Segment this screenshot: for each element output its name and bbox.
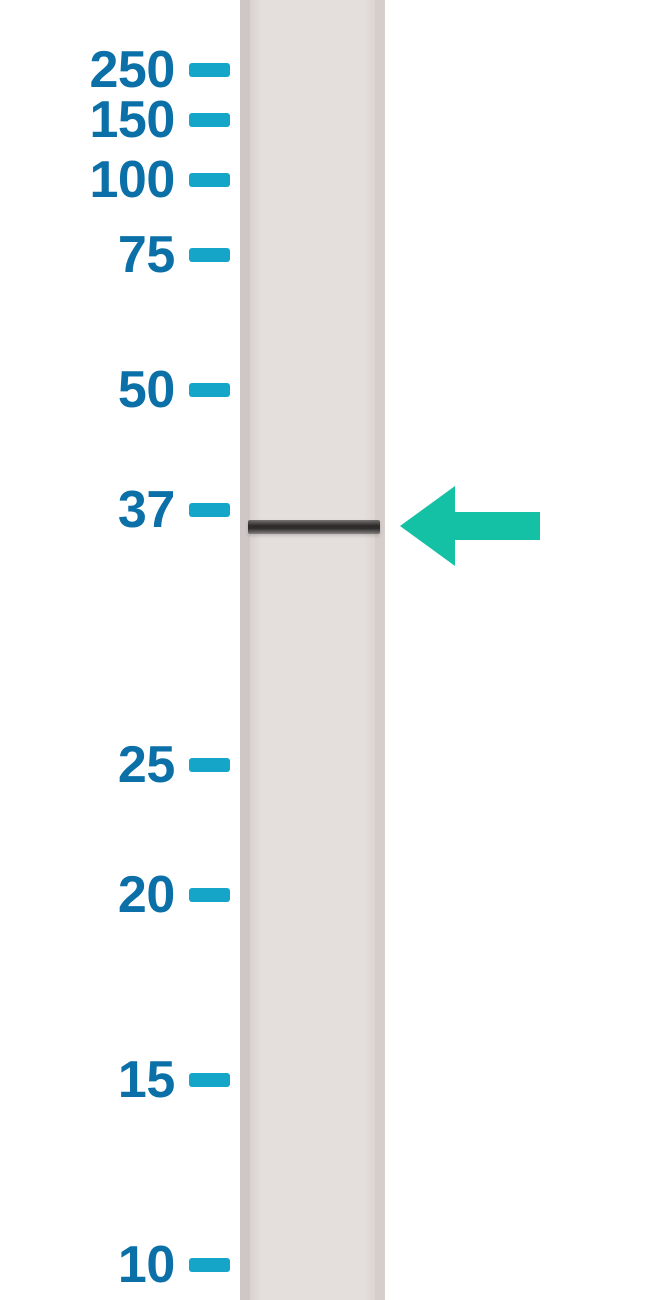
ladder-label: 150 [0,90,175,150]
ladder-label: 100 [0,150,175,210]
lane-edge-right [375,0,385,1300]
ladder-dash [189,1073,230,1087]
ladder-marker-75: 75 [0,229,230,281]
ladder-dash [189,63,230,77]
ladder-label: 50 [0,360,175,420]
ladder-dash [189,1258,230,1272]
ladder-label: 15 [0,1050,175,1110]
ladder-marker-250: 250 [0,44,230,96]
ladder-label: 25 [0,735,175,795]
blot-lane [240,0,385,1300]
western-blot-figure: 25015010075503725201510 [0,0,650,1300]
ladder-marker-20: 20 [0,869,230,921]
lane-edge-left [240,0,250,1300]
ladder-dash [189,113,230,127]
ladder-marker-15: 15 [0,1054,230,1106]
ladder-marker-25: 25 [0,739,230,791]
ladder-dash [189,173,230,187]
ladder-dash [189,888,230,902]
ladder-label: 20 [0,865,175,925]
ladder-label: 37 [0,480,175,540]
ladder-dash [189,383,230,397]
ladder-marker-10: 10 [0,1239,230,1291]
ladder-dash [189,248,230,262]
ladder-marker-100: 100 [0,154,230,206]
ladder-marker-150: 150 [0,94,230,146]
protein-band [248,520,380,534]
ladder-dash [189,503,230,517]
ladder-marker-37: 37 [0,484,230,536]
band-indicator-arrow [395,481,545,571]
ladder-label: 10 [0,1235,175,1295]
ladder-label: 75 [0,225,175,285]
ladder-dash [189,758,230,772]
ladder-marker-50: 50 [0,364,230,416]
